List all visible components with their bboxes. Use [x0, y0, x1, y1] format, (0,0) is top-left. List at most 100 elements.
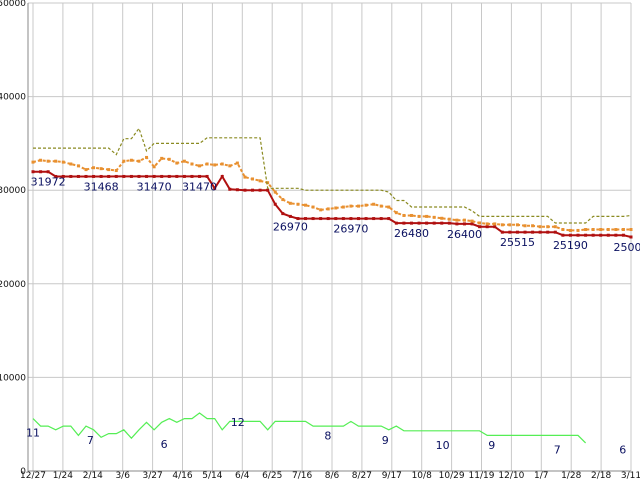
min_price-point: [235, 188, 239, 192]
shop-count-label: 9: [488, 439, 495, 452]
avg_price-point: [599, 228, 603, 232]
min_price-point: [455, 222, 459, 226]
avg_price-point: [538, 225, 542, 229]
min_price-point: [387, 217, 391, 221]
avg_price-point: [311, 205, 315, 209]
x-tick-label: 2/18: [591, 471, 611, 480]
min_price-point: [553, 230, 557, 234]
x-tick-label: 1/28: [561, 471, 581, 480]
x-tick-label: 6/25: [262, 471, 282, 480]
min_price-point: [629, 235, 633, 239]
avg_price-point: [167, 157, 171, 161]
avg_price-point: [190, 162, 194, 166]
shop-count-label: 8: [324, 429, 331, 442]
min_price-point: [394, 221, 398, 225]
avg_price-point: [160, 156, 164, 160]
avg_price-point: [470, 219, 474, 223]
min-price-label: 31972: [31, 176, 66, 189]
min_price-point: [561, 233, 565, 237]
avg_price-point: [76, 164, 80, 168]
min_price-point: [349, 217, 353, 221]
min_price-point: [326, 217, 330, 221]
avg_price-point: [235, 161, 239, 165]
avg_price-point: [198, 164, 202, 168]
min-price-label: 31470: [137, 180, 172, 193]
avg_price-point: [621, 228, 625, 232]
avg_price-point: [606, 228, 610, 232]
min_price-point: [402, 221, 406, 225]
avg_price-point: [364, 203, 368, 207]
min_price-point: [243, 188, 247, 192]
min_price-point: [258, 188, 262, 192]
x-tick-label: 4/16: [172, 471, 192, 480]
avg_price-point: [485, 222, 489, 226]
min_price-point: [356, 217, 360, 221]
avg_price-point: [432, 215, 436, 219]
avg_price-point: [553, 225, 557, 229]
avg_price-point: [508, 223, 512, 227]
min_price-point: [152, 174, 156, 178]
min_price-point: [296, 217, 300, 221]
min_price-point: [462, 222, 466, 226]
avg_price-point: [447, 217, 451, 221]
avg_price-point: [273, 190, 277, 194]
avg_price-point: [455, 218, 459, 222]
x-tick-label: 7/16: [292, 471, 312, 480]
avg_price-point: [251, 177, 255, 181]
min_price-point: [425, 221, 429, 225]
min_price-point: [31, 170, 35, 174]
x-tick-label: 3/11: [621, 471, 640, 480]
min_price-point: [478, 225, 482, 229]
x-tick-label: 9/17: [382, 471, 402, 480]
avg_price-point: [61, 160, 65, 164]
min_price-point: [447, 221, 451, 225]
min_price-point: [523, 230, 527, 234]
min_price-point: [334, 217, 338, 221]
min_price-point: [485, 225, 489, 229]
avg_price-point: [46, 159, 50, 163]
avg_price-point: [137, 159, 141, 163]
min_price-point: [182, 174, 186, 178]
avg_price-point: [107, 168, 111, 172]
shop-count-label: 11: [26, 427, 40, 440]
min_price-point: [99, 174, 103, 178]
min_price-point: [198, 174, 202, 178]
min_price-point: [493, 225, 497, 229]
avg_price-point: [31, 160, 35, 164]
shop-count-label: 7: [87, 434, 94, 447]
avg_price-point: [394, 211, 398, 215]
min_price-point: [584, 233, 588, 237]
avg_price-point: [296, 202, 300, 206]
shop_count-line: [32, 412, 587, 444]
avg_price-point: [576, 228, 580, 232]
min_price-point: [621, 233, 625, 237]
min_price-point: [220, 174, 224, 178]
avg_price-point: [568, 228, 572, 232]
min_price-point: [76, 174, 80, 178]
min_price-point: [311, 217, 315, 221]
min_price-point: [568, 233, 572, 237]
min_price-point: [190, 174, 194, 178]
min_price-point: [251, 188, 255, 192]
min_price-point: [531, 230, 535, 234]
avg_price-point: [220, 162, 224, 166]
min_price-point: [304, 217, 308, 221]
min_price-point: [160, 174, 164, 178]
min_price-point: [606, 233, 610, 237]
avg_price-point: [425, 214, 429, 218]
y-tick-label: 0: [20, 467, 26, 477]
x-tick-label: 1/24: [53, 471, 73, 480]
min_price-point: [470, 222, 474, 226]
min_price-point: [440, 221, 444, 225]
min_price-point: [145, 174, 149, 178]
min-price-label: 31468: [84, 180, 119, 193]
avg_price-point: [440, 216, 444, 220]
avg_price-point: [462, 218, 466, 222]
min_price-point: [576, 233, 580, 237]
avg_price-point: [266, 181, 270, 185]
avg_price-point: [523, 224, 527, 228]
min_price-point: [372, 217, 376, 221]
avg_price-point: [281, 198, 285, 202]
